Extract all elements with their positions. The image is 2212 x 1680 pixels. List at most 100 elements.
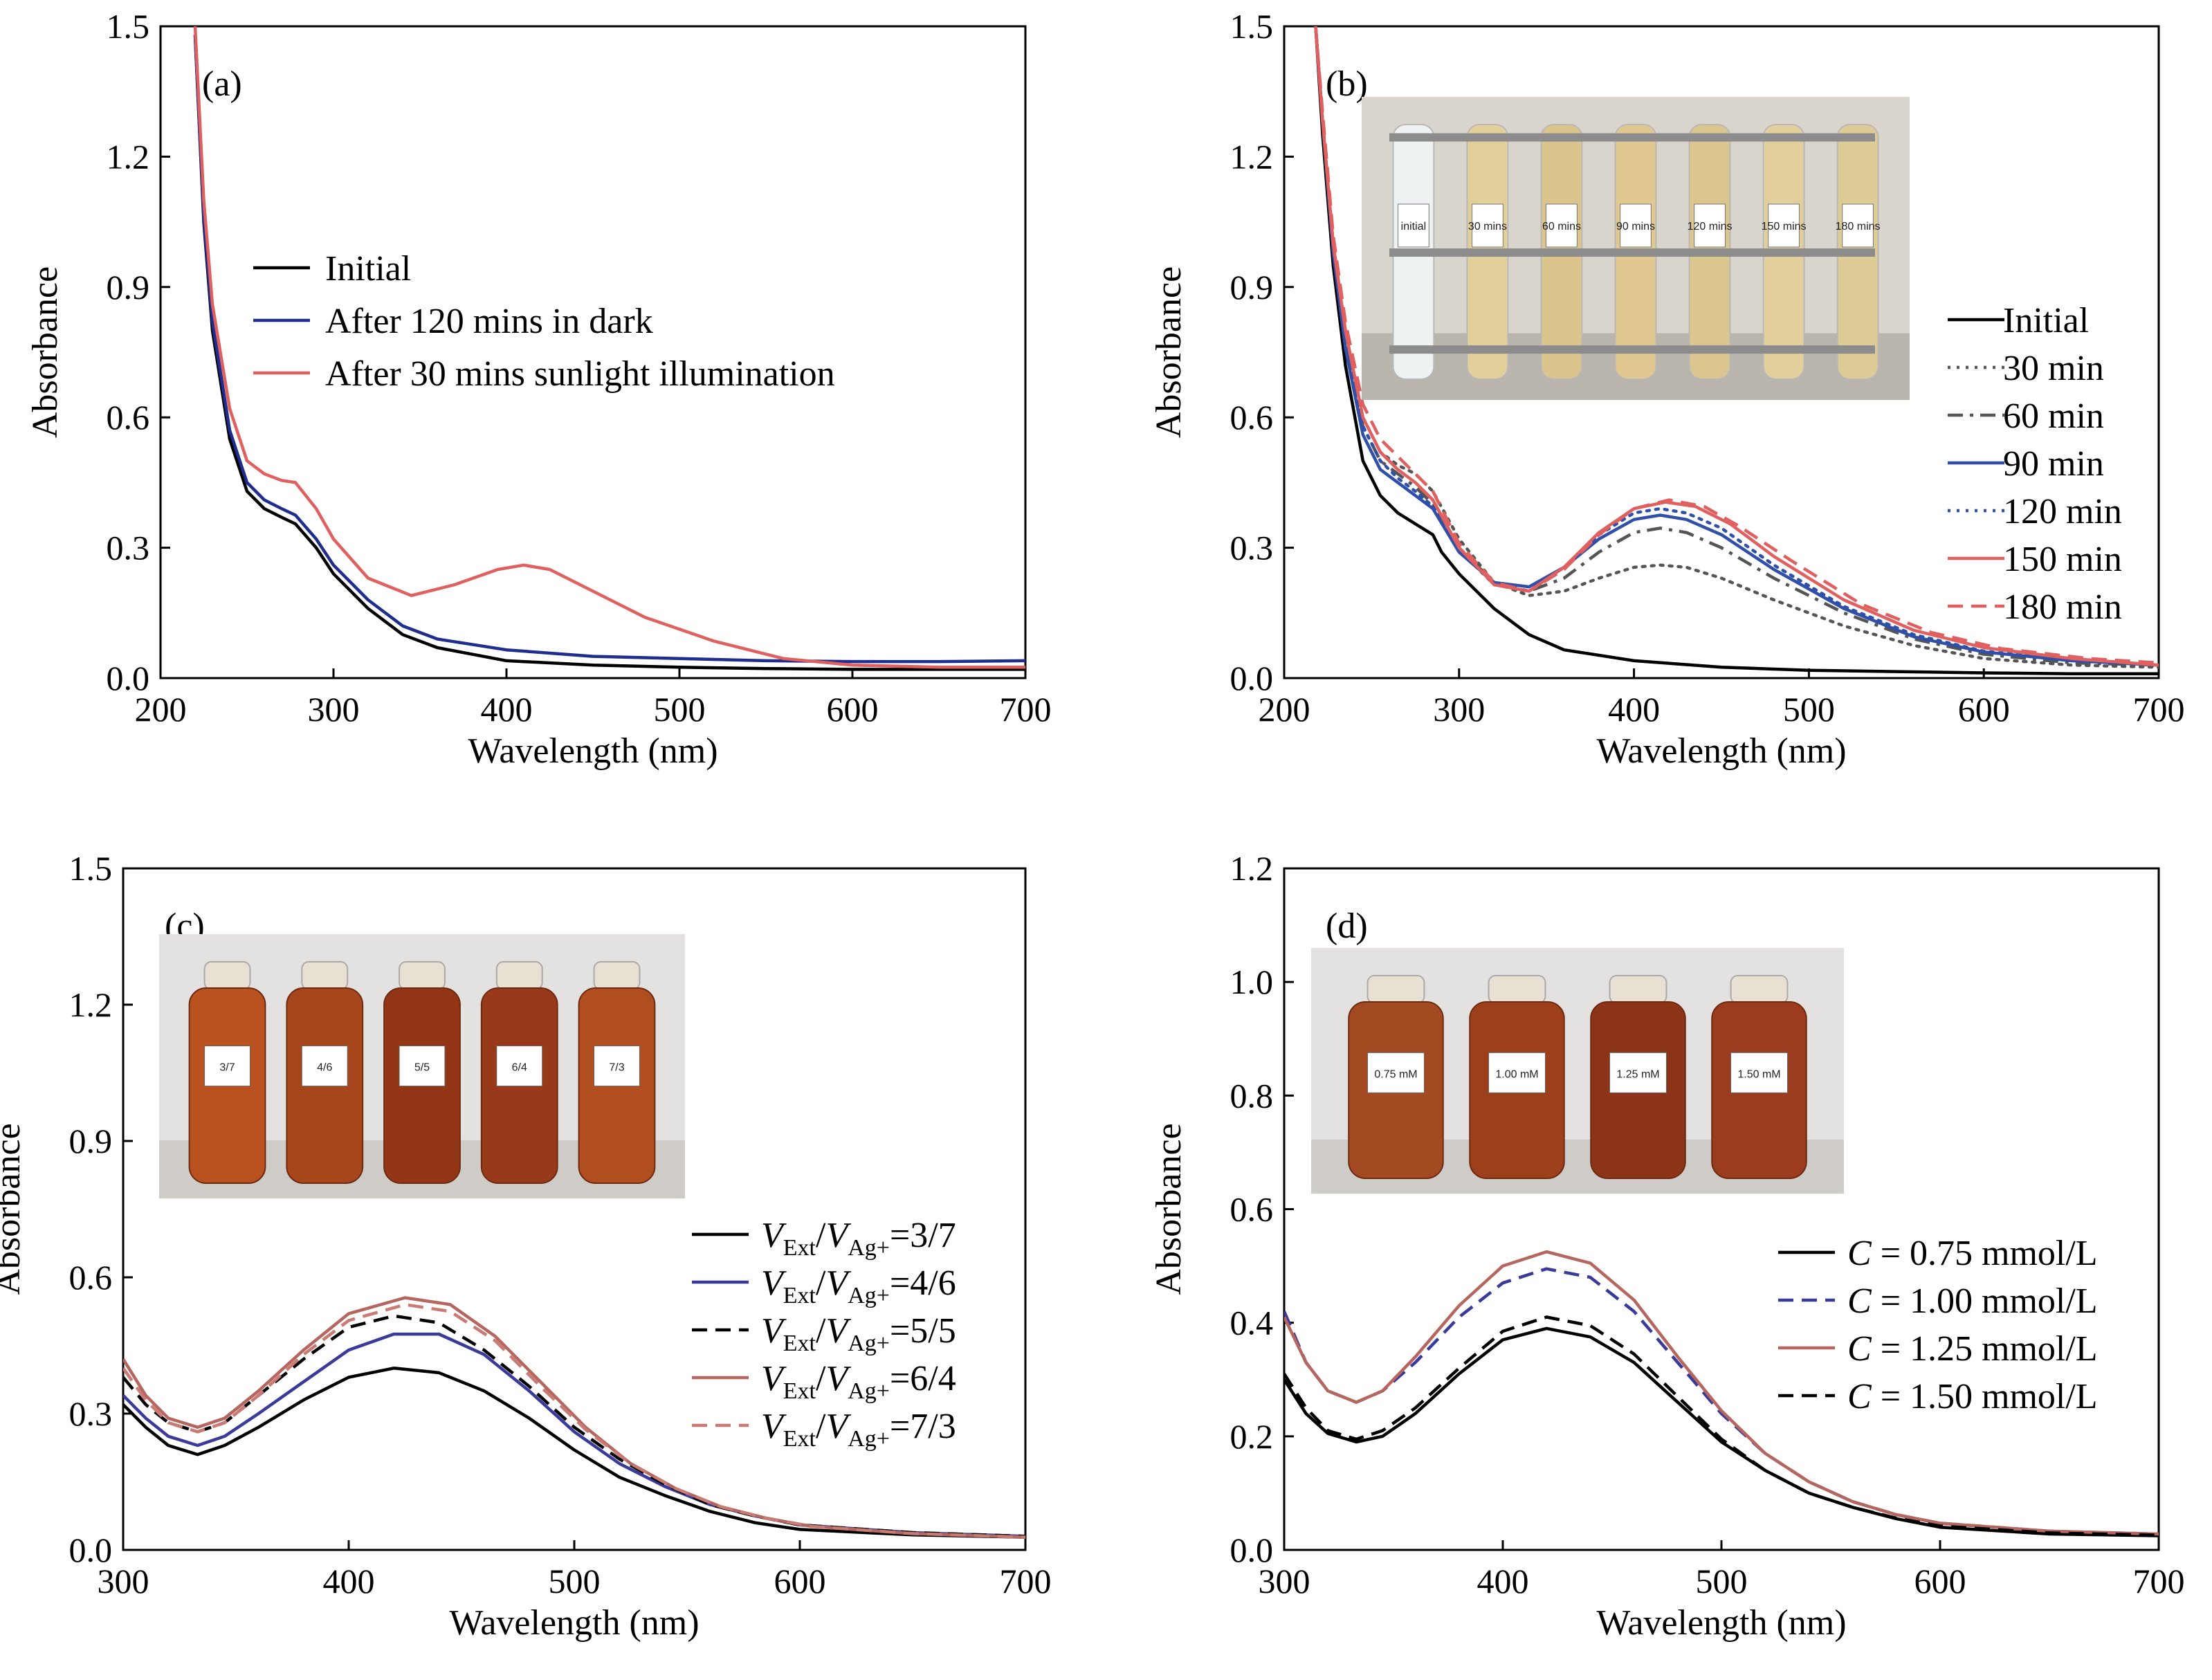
legend-var-v: V xyxy=(825,1407,851,1446)
x-tick-label: 600 xyxy=(827,690,879,729)
x-tick-label: 300 xyxy=(98,1562,149,1600)
bottle-cap xyxy=(1366,975,1425,1004)
x-tick-label: 700 xyxy=(2133,690,2185,729)
legend-slash: / xyxy=(816,1407,826,1446)
series-line xyxy=(123,1303,1025,1539)
legend-ratio: =6/4 xyxy=(890,1359,956,1398)
bottle-label: 3/7 xyxy=(219,1062,235,1074)
inset-photo: 0.75 mM 1.00 mM 1.25 mM 1.50 mM xyxy=(1311,948,1844,1194)
legend-var-v: V xyxy=(825,1263,851,1303)
y-tick-label: 0.9 xyxy=(69,1122,113,1160)
series-group xyxy=(1314,26,2159,675)
y-tick-label: 0.6 xyxy=(1230,1190,1274,1229)
legend-var-v: V xyxy=(825,1311,851,1351)
inset-photo: 3/7 4/6 5/5 6/4 7/3 xyxy=(159,934,685,1198)
x-tick-label: 700 xyxy=(1000,1562,1052,1600)
x-tick-label: 500 xyxy=(1696,1562,1748,1600)
y-tick-label: 0.3 xyxy=(1230,529,1274,567)
x-tick-label: 700 xyxy=(2133,1562,2185,1600)
y-tick-label: 0.9 xyxy=(1230,268,1274,307)
legend-slash: / xyxy=(816,1359,826,1398)
x-tick-label: 600 xyxy=(774,1562,826,1600)
tube-label: 30 mins xyxy=(1468,221,1507,232)
y-tick-label: 0.6 xyxy=(69,1258,113,1297)
panel-c: 300 400 500 600 700 0.0 0.3 0.6 0.9 1.2 1.5 Wavelen… xyxy=(0,849,1052,1643)
legend-label: Initial xyxy=(2003,301,2089,340)
panel-label: (b) xyxy=(1326,64,1368,104)
legend-label: 60 min xyxy=(2003,396,2104,436)
legend-var-c: C xyxy=(1847,1329,1872,1369)
tube-label: 120 mins xyxy=(1688,221,1733,232)
y-tick-label: 0.4 xyxy=(1230,1304,1274,1342)
plot-frame xyxy=(1283,25,2160,679)
x-tick-label: 200 xyxy=(135,690,187,729)
rack-bar xyxy=(1389,133,1875,142)
inset-photo: initial 30 mins 60 mins 90 mins 120 mins 150 … xyxy=(1362,97,1910,400)
legend-value: = 1.50 mmol/L xyxy=(1872,1377,2098,1416)
bottle-label: 6/4 xyxy=(512,1062,527,1074)
tube-label-card xyxy=(1546,203,1578,248)
y-axis-label: Absorbance xyxy=(0,1123,28,1295)
legend-var-c: C xyxy=(1847,1377,1872,1416)
legend-label: 90 min xyxy=(2003,444,2104,484)
x-axis-label: Wavelength (nm) xyxy=(449,1603,699,1643)
y-tick-label: 0.0 xyxy=(69,1531,113,1569)
legend-label: After 30 mins sunlight illumination xyxy=(325,354,835,394)
legend-sub-ag: Ag+ xyxy=(848,1331,890,1356)
tube-label: 90 mins xyxy=(1616,221,1655,232)
legend-label: 180 min xyxy=(2003,587,2122,627)
tube-label-card xyxy=(1694,203,1726,248)
tube-label-card xyxy=(1398,203,1429,248)
legend-label: 30 min xyxy=(2003,349,2104,388)
legend-ratio: =7/3 xyxy=(890,1407,956,1446)
legend-sub-ag: Ag+ xyxy=(848,1283,890,1308)
legend-slash: / xyxy=(816,1263,826,1303)
legend-var-v: V xyxy=(761,1407,787,1446)
series-group xyxy=(193,26,1025,671)
legend-label: C = 1.00 mmol/L xyxy=(1847,1281,2098,1321)
legend-var-v: V xyxy=(761,1359,787,1398)
legend-slash: / xyxy=(816,1216,826,1255)
series-line xyxy=(193,26,1025,669)
bottle-label: 5/5 xyxy=(414,1062,430,1074)
tube-label-card xyxy=(1472,203,1503,248)
x-tick-label: 600 xyxy=(1958,690,2010,729)
y-tick-label: 0.6 xyxy=(107,398,150,437)
tube-label: 60 mins xyxy=(1542,221,1581,232)
y-axis-label: Absorbance xyxy=(1149,1123,1189,1295)
tube-label: initial xyxy=(1401,221,1426,232)
y-tick-label: 0.8 xyxy=(1230,1076,1274,1115)
bottle-label-card xyxy=(1488,1052,1546,1093)
legend-value: = 1.25 mmol/L xyxy=(1872,1329,2098,1369)
y-tick-label: 1.2 xyxy=(107,137,150,176)
y-axis-label: Absorbance xyxy=(26,266,65,438)
series-line xyxy=(193,35,1025,664)
x-axis-label: Wavelength (nm) xyxy=(1596,1603,1846,1643)
bottle-label-card xyxy=(1609,1052,1667,1093)
series-line xyxy=(1314,26,2159,665)
bottle-cap xyxy=(1609,975,1667,1004)
y-tick-label: 1.5 xyxy=(107,7,150,46)
legend-var-v: V xyxy=(761,1216,787,1255)
y-tick-label: 0.0 xyxy=(1230,659,1274,697)
x-tick-label: 300 xyxy=(308,690,360,729)
series-line xyxy=(193,35,1025,671)
y-tick-label: 0.6 xyxy=(1230,398,1274,437)
y-tick-label: 0.2 xyxy=(1230,1417,1274,1456)
legend-sub-ext: Ext xyxy=(783,1331,816,1356)
panel-label: (d) xyxy=(1326,906,1368,946)
bottle-label: 7/3 xyxy=(609,1062,624,1074)
x-tick-label: 200 xyxy=(1259,690,1310,729)
legend-var-c: C xyxy=(1847,1281,1872,1321)
legend-sub-ext: Ext xyxy=(783,1426,816,1452)
legend-var-v: V xyxy=(761,1263,787,1303)
legend-var-c: C xyxy=(1847,1234,1872,1273)
bottle-label-card xyxy=(1367,1052,1425,1093)
bottle-label-card xyxy=(1730,1052,1788,1093)
panel-a: 200 300 400 500 600 700 0.0 0.3 0.6 0.9 1.2 1.5 Wave… xyxy=(26,7,1052,771)
tube-label: 150 mins xyxy=(1762,221,1807,232)
y-tick-label: 1.0 xyxy=(1230,962,1274,1001)
bottle-label-card xyxy=(204,1046,250,1087)
legend-label: VExt/VAg+=5/5 xyxy=(761,1311,956,1356)
